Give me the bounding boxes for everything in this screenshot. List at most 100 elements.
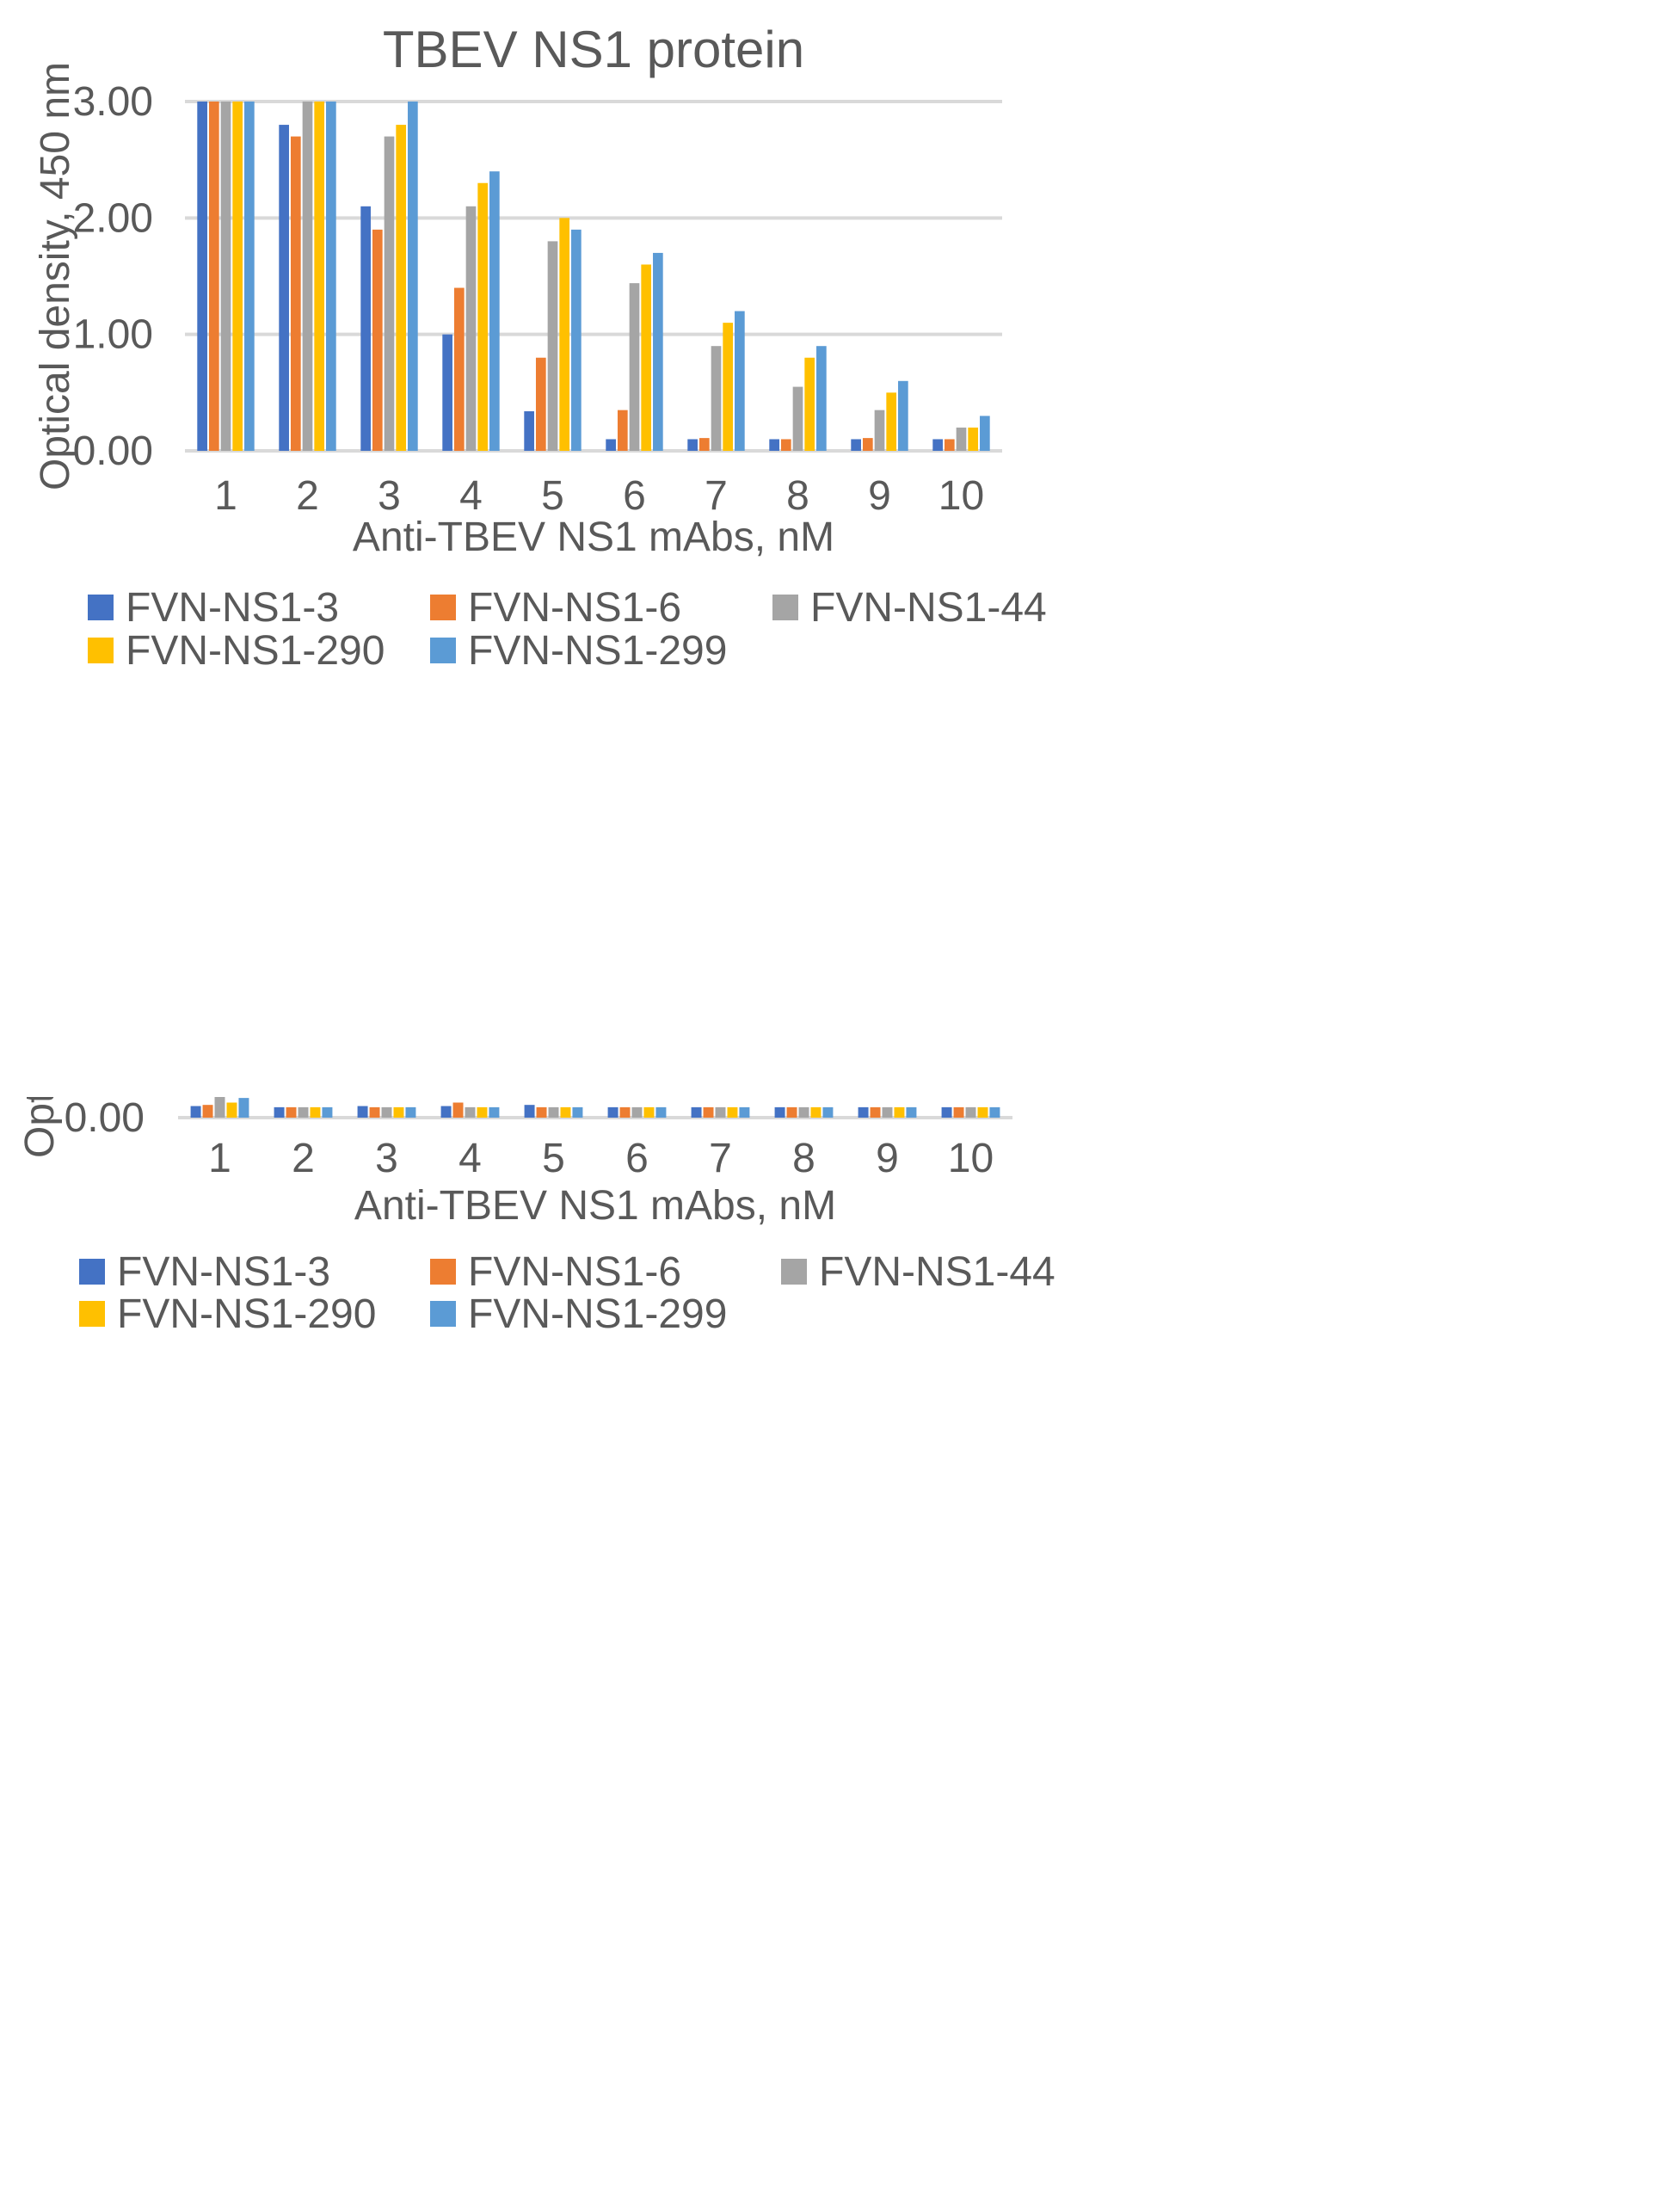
bar-fvn-ns1-44-3: [384, 136, 395, 451]
bar-fvn-ns1-290-6: [643, 1106, 655, 1118]
bar-fvn-ns1-290-3: [393, 1106, 404, 1118]
bar-fvn-ns1-6-7: [703, 1106, 714, 1118]
legend-swatch: [88, 595, 114, 620]
x-tick-label: 9: [868, 473, 891, 519]
bar-fvn-ns1-44-1: [214, 1097, 225, 1118]
bar-fvn-ns1-6-5: [536, 1106, 547, 1118]
legend-label: FVN-NS1-290: [126, 628, 385, 674]
legend-label: FVN-NS1-299: [468, 1291, 727, 1337]
bar-fvn-ns1-6-3: [372, 229, 383, 451]
bar-fvn-ns1-3-7: [687, 439, 698, 451]
bar-fvn-ns1-6-8: [786, 1106, 797, 1118]
bar-fvn-ns1-299-10: [980, 416, 990, 451]
bar-fvn-ns1-44-7: [715, 1106, 726, 1118]
legend-label: FVN-NS1-3: [117, 1249, 330, 1295]
bar-fvn-ns1-290-5: [559, 218, 570, 452]
bar-fvn-ns1-3-3: [360, 206, 371, 452]
bar-fvn-ns1-6-1: [208, 102, 219, 451]
y-tick-label: 2.00: [73, 195, 153, 241]
bar-fvn-ns1-44-2: [302, 102, 313, 451]
bar-fvn-ns1-6-3: [369, 1106, 380, 1118]
x-tick-label: 8: [792, 1136, 815, 1181]
legend-swatch: [430, 595, 456, 620]
bar-fvn-ns1-299-6: [653, 252, 663, 451]
bar-fvn-ns1-290-8: [804, 357, 815, 451]
bar-fvn-ns1-6-5: [535, 357, 546, 451]
bar-fvn-ns1-3-5: [524, 410, 534, 451]
bar-fvn-ns1-299-7: [739, 1106, 750, 1118]
bar-fvn-ns1-290-7: [723, 323, 734, 451]
bar-fvn-ns1-44-9: [882, 1106, 893, 1118]
y-axis-title: Optical density, 450 nm: [17, 1097, 63, 1158]
bar-fvn-ns1-299-7: [735, 311, 745, 451]
bar-fvn-ns1-6-6: [619, 1106, 631, 1118]
bar-fvn-ns1-3-10: [932, 439, 943, 451]
bar-fvn-ns1-44-5: [548, 1106, 559, 1118]
bar-fvn-ns1-3-2: [279, 125, 289, 452]
legend-label: FVN-NS1-6: [468, 585, 681, 631]
bar-fvn-ns1-3-7: [691, 1106, 702, 1118]
bar-fvn-ns1-290-4: [477, 1106, 488, 1118]
bar-fvn-ns1-3-9: [858, 1106, 869, 1118]
bar-fvn-ns1-290-1: [226, 1102, 237, 1118]
bar-fvn-ns1-6-10: [953, 1106, 964, 1118]
x-tick-label: 3: [375, 1136, 398, 1181]
bar-fvn-ns1-299-6: [655, 1106, 667, 1118]
bar-fvn-ns1-299-4: [489, 171, 500, 451]
legend-label: FVN-NS1-290: [117, 1291, 376, 1337]
bar-fvn-ns1-299-5: [572, 1106, 583, 1118]
bar-fvn-ns1-44-1: [220, 102, 231, 451]
chart-title: TBEV NS1 protein: [383, 21, 804, 78]
bar-fvn-ns1-290-2: [310, 1106, 321, 1118]
bar-fvn-ns1-3-8: [774, 1106, 785, 1118]
ohfv-chart: OHFV NS1 protein0.001.002.003.00Optical …: [0, 1097, 1680, 2194]
y-tick-label: 1.00: [73, 312, 153, 358]
bar-fvn-ns1-299-8: [816, 346, 827, 451]
x-tick-label: 6: [625, 1136, 649, 1181]
bar-fvn-ns1-3-10: [941, 1106, 952, 1118]
bar-fvn-ns1-290-7: [727, 1106, 738, 1118]
bar-fvn-ns1-299-2: [326, 102, 336, 451]
bar-fvn-ns1-299-8: [822, 1106, 834, 1118]
bar-fvn-ns1-290-10: [968, 427, 979, 451]
bar-fvn-ns1-6-6: [617, 410, 628, 451]
bar-fvn-ns1-299-3: [405, 1106, 416, 1118]
legend-label: FVN-NS1-44: [819, 1249, 1055, 1295]
x-tick-label: 1: [208, 1136, 231, 1181]
x-tick-label: 2: [296, 473, 319, 519]
x-tick-label: 1: [214, 473, 237, 519]
bar-fvn-ns1-6-1: [202, 1105, 213, 1118]
bar-fvn-ns1-6-4: [453, 287, 465, 451]
legend-swatch: [781, 1259, 807, 1285]
bar-fvn-ns1-3-4: [440, 1106, 452, 1118]
x-tick-label: 5: [541, 473, 564, 519]
bar-fvn-ns1-299-4: [489, 1106, 500, 1118]
x-tick-label: 10: [938, 473, 984, 519]
bar-fvn-ns1-3-9: [851, 439, 861, 451]
y-tick-label: 0.00: [65, 1097, 145, 1141]
bar-fvn-ns1-6-2: [290, 136, 301, 451]
bar-fvn-ns1-290-4: [477, 182, 489, 451]
bar-fvn-ns1-299-1: [244, 102, 255, 451]
y-axis-title: Optical density, 450 nm: [33, 62, 78, 490]
y-tick-label: 3.00: [73, 79, 153, 125]
bar-fvn-ns1-299-9: [906, 1106, 917, 1118]
legend-swatch: [79, 1259, 105, 1285]
bar-fvn-ns1-44-9: [874, 410, 885, 451]
bar-fvn-ns1-299-1: [238, 1098, 249, 1118]
y-tick-label: 0.00: [73, 428, 153, 474]
bar-fvn-ns1-44-10: [965, 1106, 976, 1118]
bar-fvn-ns1-299-9: [898, 380, 908, 451]
bar-fvn-ns1-6-10: [944, 439, 955, 451]
bar-fvn-ns1-290-8: [810, 1106, 822, 1118]
bar-fvn-ns1-6-8: [780, 439, 791, 451]
bar-fvn-ns1-290-9: [886, 392, 897, 451]
bar-fvn-ns1-3-5: [524, 1105, 535, 1118]
bar-fvn-ns1-290-1: [232, 102, 243, 451]
x-tick-label: 3: [378, 473, 401, 519]
bar-fvn-ns1-290-3: [396, 125, 407, 452]
bar-fvn-ns1-290-2: [314, 102, 325, 451]
x-tick-label: 4: [459, 473, 483, 519]
tbev-chart: TBEV NS1 protein 0.00 1.00 2.00 3.00 Optical …: [33, 21, 1047, 674]
legend-swatch: [430, 1301, 456, 1327]
